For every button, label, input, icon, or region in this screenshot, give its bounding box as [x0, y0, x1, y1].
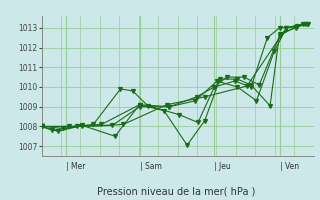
Text: Pression niveau de la mer( hPa ): Pression niveau de la mer( hPa ) [97, 186, 255, 196]
Text: | Jeu: | Jeu [214, 162, 231, 171]
Text: | Mer: | Mer [66, 162, 85, 171]
Text: | Ven: | Ven [280, 162, 299, 171]
Text: | Sam: | Sam [140, 162, 161, 171]
